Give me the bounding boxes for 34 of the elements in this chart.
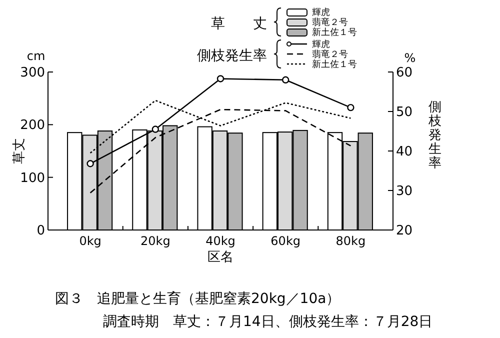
y2-tick-label: 40 [396,144,413,160]
text: cm [26,49,46,63]
text: 調査時期 草丈：７月14日、側枝発生率：７月28日 [103,314,433,330]
point [282,76,290,84]
x-axis-title: 区名 [208,250,234,265]
y2-tick-label: 50 [396,105,413,120]
x-tick-label: 40kg [206,234,236,248]
x-tick-label: 80kg [336,234,366,248]
legend-label: 輝虎 [312,39,330,50]
point [152,126,160,133]
y-tick-label: 100 [20,170,45,186]
x-tick-label: 0kg [79,234,102,248]
x-tick-label: 20kg [140,234,170,248]
y2-axis-title: 側枝発生率 [197,48,267,64]
y-tick-label: 300 [20,66,45,81]
legend-label: 新土佐１号 [312,59,357,70]
y2-tick-label: 20 [396,224,413,239]
legend-label: 輝虎 [312,7,330,18]
legend-label: 翡竜２号 [312,49,348,60]
legend-label: 新土佐１号 [312,27,357,38]
text: 草 丈 [211,16,267,32]
y-tick-label: 0 [36,224,45,239]
text: % [404,51,416,65]
y2-tick-label: 30 [396,184,413,200]
point [216,75,224,82]
y-tick-label: 200 [20,118,45,134]
y-axis-title: 草丈 [12,138,27,164]
caption: 図３ 追肥量と生育（基肥窒素20kg／10a） [55,290,340,307]
point [86,160,94,168]
legend-label: 翡竜２号 [312,17,348,28]
text: 側枝発生率 [428,100,442,171]
y2-tick-label: 60 [396,66,413,81]
x-tick-label: 60kg [270,234,301,248]
point [347,104,354,112]
